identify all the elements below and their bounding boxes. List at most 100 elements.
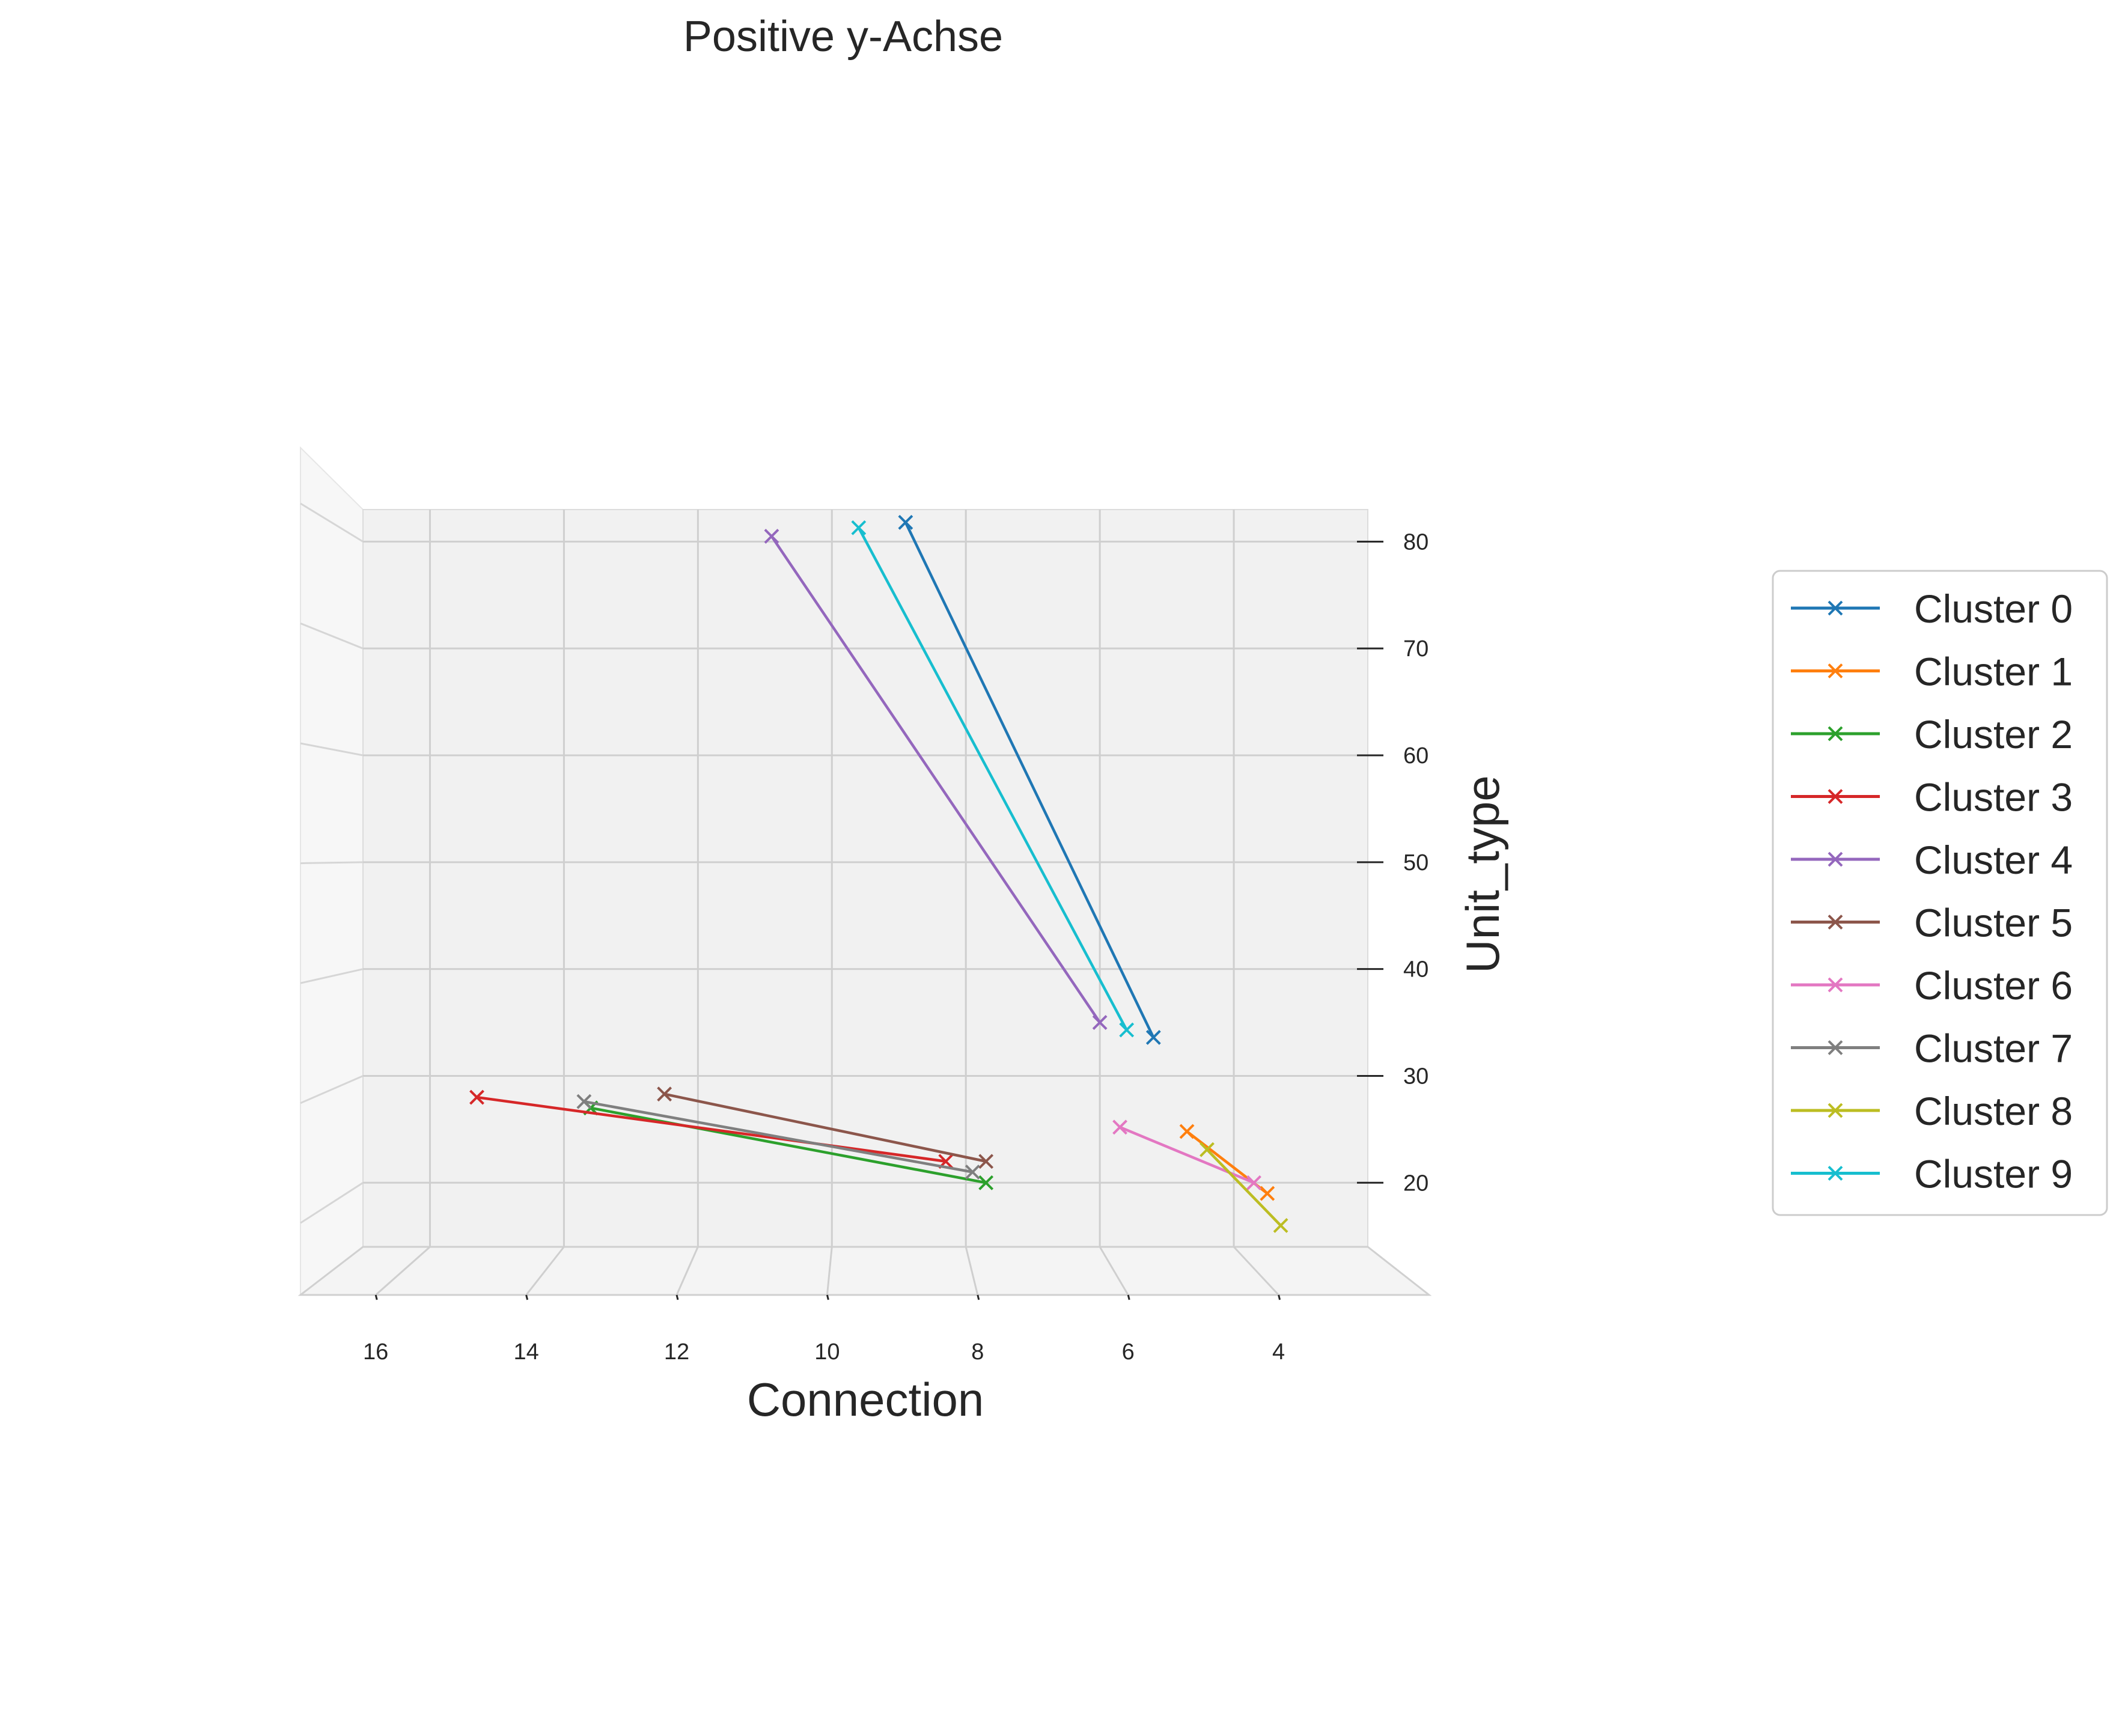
x-tick-label: 10 (814, 1339, 840, 1365)
series-cluster-7 (576, 1094, 980, 1180)
legend-label: Cluster 8 (1914, 1089, 2073, 1133)
legend: Cluster 0 Cluster 1 Cluster 2 Cluster 3 Clus… (1772, 570, 2108, 1216)
point-marker (1828, 915, 1843, 930)
point-marker (469, 1089, 484, 1105)
back-pane (362, 509, 1368, 1247)
legend-label: Cluster 1 (1914, 650, 2073, 694)
x-tick-label: 16 (363, 1339, 388, 1365)
z-tick-label: 30 (1403, 1064, 1428, 1089)
x-tick-label: 12 (664, 1339, 689, 1365)
series-line (664, 1092, 987, 1163)
series-line (590, 1106, 987, 1184)
series-cluster-4 (764, 529, 1108, 1030)
legend-label: Cluster 6 (1914, 963, 2073, 1008)
legend-item: Cluster 4 (1791, 838, 2073, 882)
left-grid-line (300, 861, 364, 865)
point-marker (1260, 1186, 1275, 1201)
point-marker (978, 1175, 994, 1190)
series-group (469, 514, 1288, 1233)
z-tick-label: 80 (1403, 529, 1428, 555)
point-marker (1828, 663, 1843, 678)
series-line (477, 1095, 947, 1163)
tick-marks: 20 30 40 50 60 70 80 16 14 12 10 8 6 4 (363, 529, 1428, 1365)
z-tick-label: 70 (1403, 636, 1428, 662)
legend-item: Cluster 9 (1791, 1152, 2073, 1196)
z-tick-label: 50 (1403, 850, 1428, 876)
legend-item: Cluster 8 (1791, 1089, 2073, 1133)
x-tick-mark (1278, 1294, 1281, 1300)
x-tick-label: 8 (971, 1339, 984, 1365)
point-marker (965, 1165, 980, 1180)
legend-item: Cluster 2 (1791, 712, 2073, 757)
series-line (1206, 1148, 1282, 1227)
series-line (857, 527, 1128, 1031)
x-tick-mark (826, 1294, 829, 1300)
floor-grid-line (965, 1246, 979, 1296)
series-line (770, 535, 1101, 1023)
legend-item: Cluster 1 (1791, 650, 2073, 694)
point-marker (1119, 1022, 1135, 1038)
floor-grid-line (375, 1246, 431, 1296)
legend-label: Cluster 3 (1914, 775, 2073, 820)
point-marker (1112, 1119, 1127, 1135)
point-marker (851, 520, 867, 535)
legend-item: Cluster 7 (1791, 1026, 2073, 1071)
point-marker (1828, 600, 1843, 616)
z-tick-label: 60 (1403, 743, 1428, 769)
legend-frame (1772, 570, 2108, 1216)
left-grid-line (300, 968, 364, 984)
point-marker (1145, 1030, 1161, 1045)
legend-item: Cluster 3 (1791, 775, 2073, 820)
floor-grid-line (525, 1246, 565, 1296)
legend-label: Cluster 7 (1914, 1026, 2073, 1071)
chart-title: Positive y-Achse (683, 13, 1003, 61)
point-marker (1828, 1040, 1843, 1055)
x-tick-label: 6 (1122, 1339, 1135, 1365)
series-line (584, 1100, 973, 1174)
left-grid-line (300, 1075, 364, 1104)
legend-label: Cluster 4 (1914, 838, 2073, 882)
floor-grid-line (675, 1246, 699, 1296)
point-marker (978, 1154, 994, 1169)
series-cluster-0 (898, 514, 1161, 1045)
legend-label: Cluster 2 (1914, 712, 2073, 757)
point-marker (1828, 726, 1843, 742)
left-grid-line (300, 502, 364, 543)
point-marker (764, 529, 779, 544)
x-tick-mark (1127, 1294, 1130, 1300)
grid-lines (300, 502, 1368, 1296)
x-tick-mark (977, 1294, 980, 1300)
series-cluster-5 (657, 1086, 994, 1169)
point-marker (1179, 1124, 1195, 1139)
point-marker (1828, 1103, 1843, 1118)
point-marker (1200, 1142, 1215, 1157)
legend-item: Cluster 6 (1791, 963, 2073, 1008)
point-marker (1273, 1218, 1288, 1233)
left-pane (300, 446, 364, 1297)
floor-grid-line (1099, 1246, 1129, 1296)
x-tick-mark (675, 1294, 679, 1300)
point-marker (1828, 851, 1843, 867)
left-grid-line (300, 1182, 364, 1224)
series-cluster-9 (851, 520, 1135, 1038)
floor-pane (297, 1246, 1432, 1296)
x-tick-label: 14 (513, 1339, 538, 1365)
series-cluster-3 (469, 1089, 954, 1169)
point-marker (1828, 977, 1843, 993)
point-marker (898, 514, 913, 530)
z-tick-label: 20 (1403, 1171, 1428, 1196)
legend-label: Cluster 9 (1914, 1152, 2073, 1196)
legend-label: Cluster 5 (1914, 901, 2073, 945)
x-tick-mark (374, 1294, 378, 1300)
x-axis-label: Connection (747, 1373, 984, 1426)
x-tick-mark (525, 1294, 529, 1300)
z-tick-label: 40 (1403, 957, 1428, 982)
point-marker (1828, 1166, 1843, 1181)
series-cluster-8 (1200, 1142, 1288, 1233)
legend-item: Cluster 5 (1791, 901, 2073, 945)
x-tick-label: 4 (1272, 1339, 1285, 1365)
floor-grid-line (1233, 1246, 1279, 1296)
point-marker (657, 1086, 672, 1102)
legend-item: Cluster 0 (1791, 586, 2073, 631)
